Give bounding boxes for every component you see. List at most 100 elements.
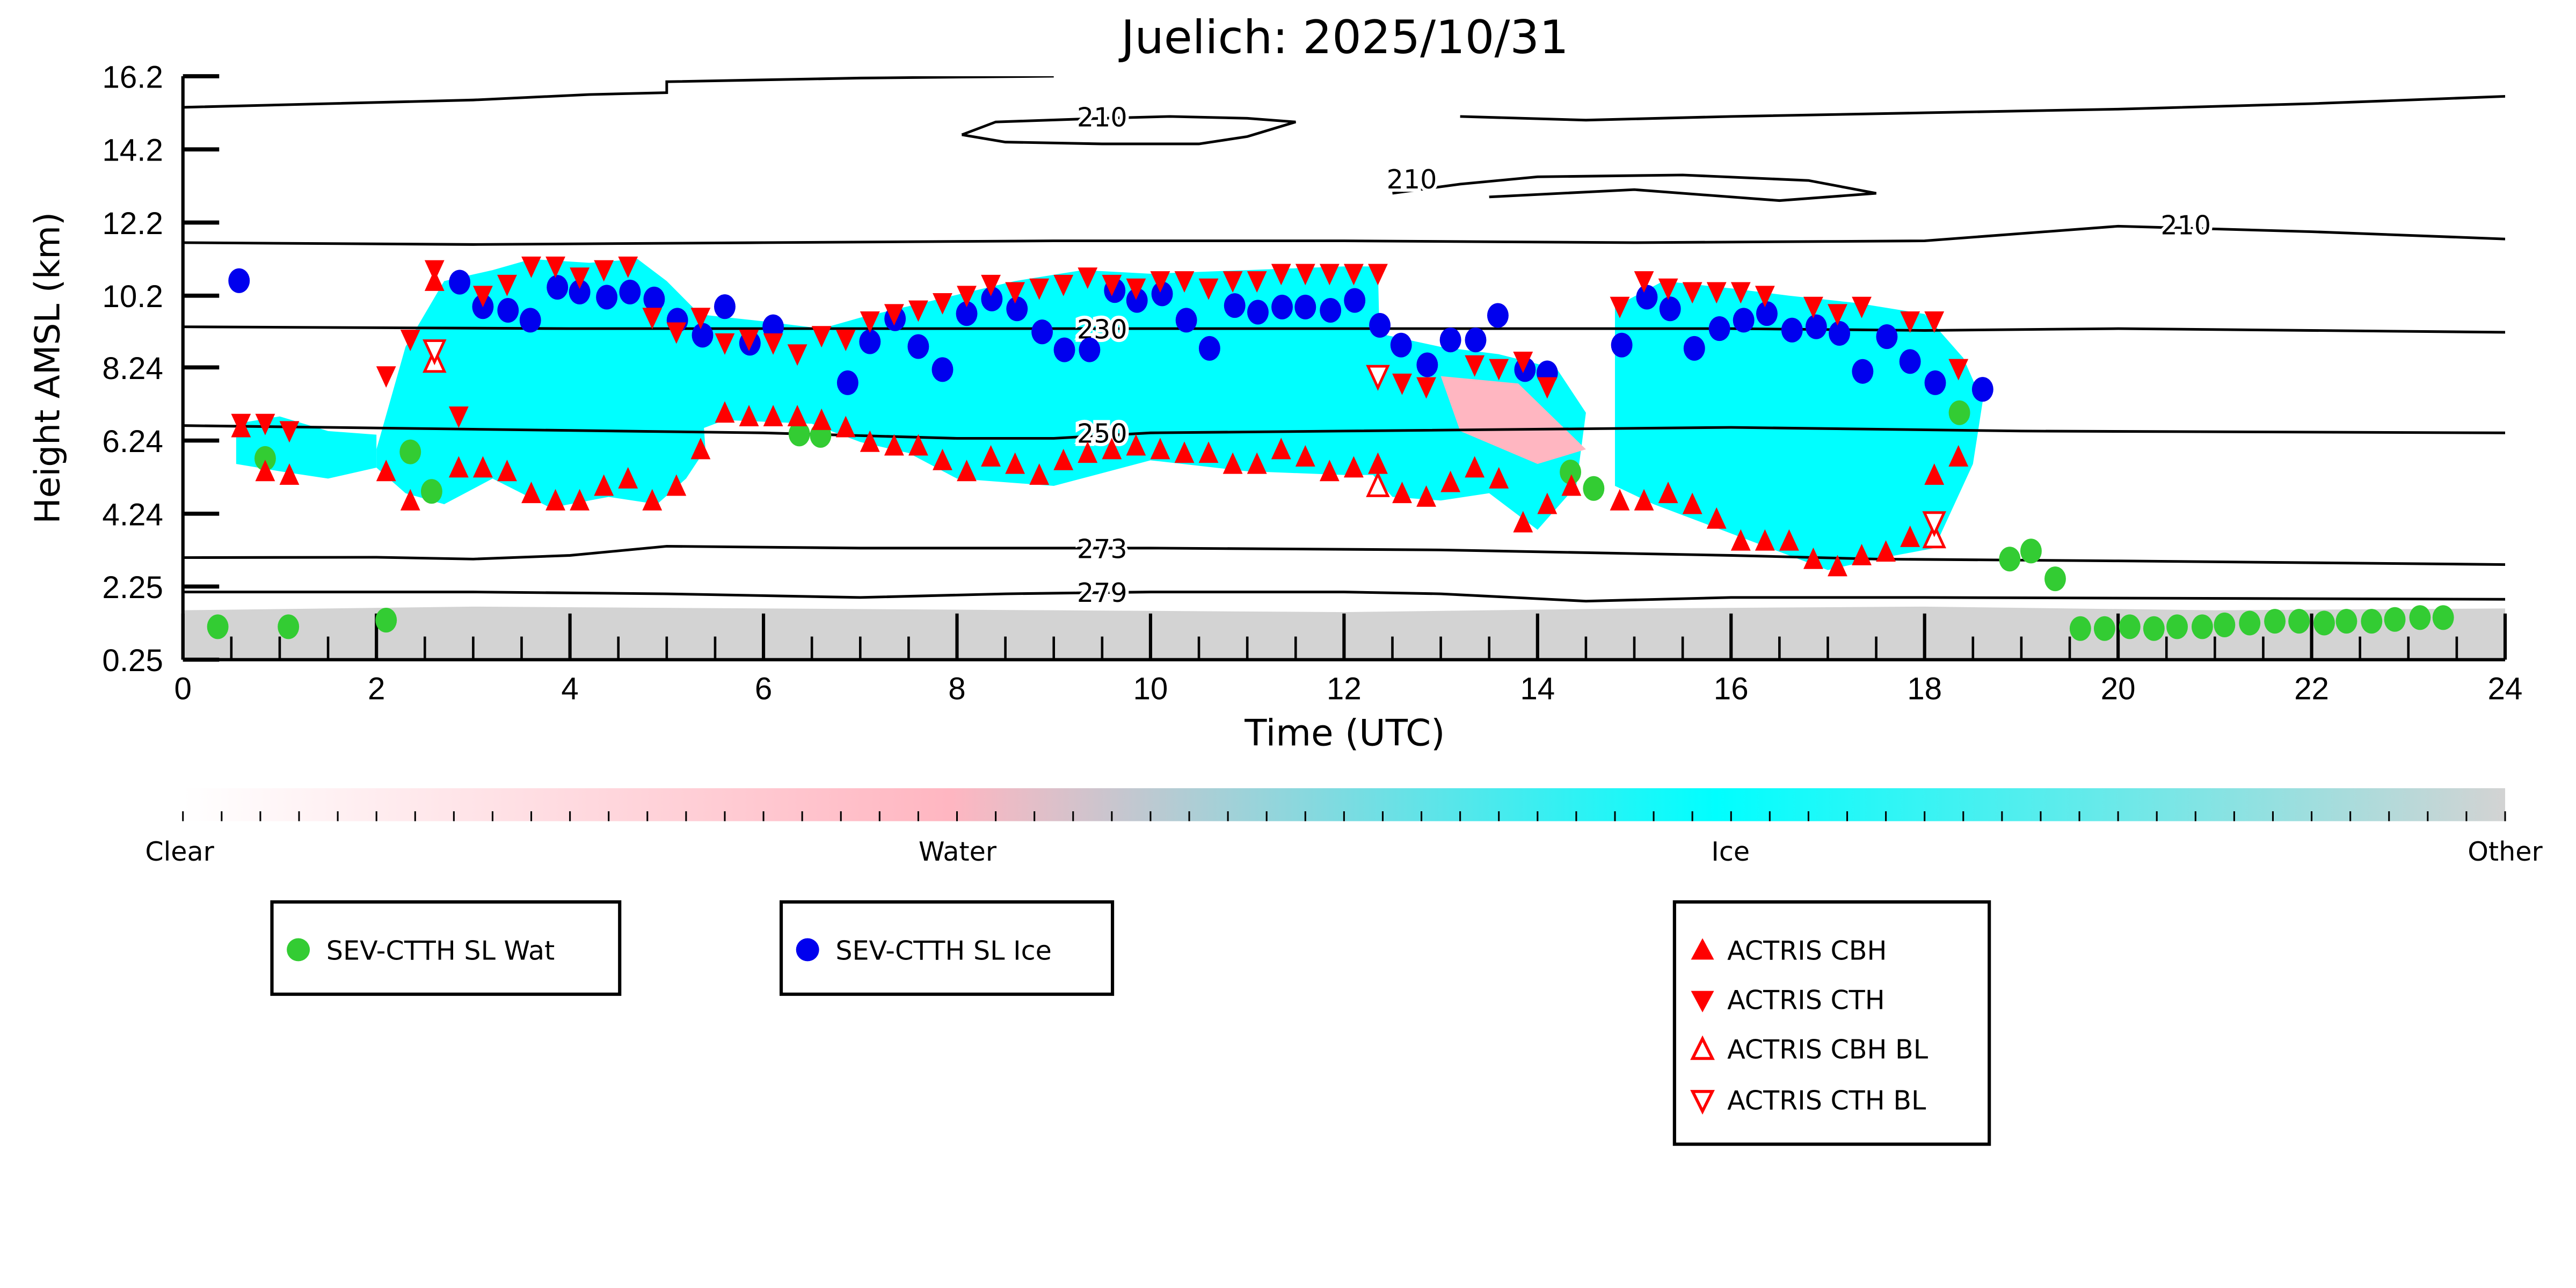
marker-actris-cbh xyxy=(1634,489,1654,511)
marker-actris-cbh xyxy=(1198,441,1219,463)
marker-actris-cth xyxy=(1078,267,1098,289)
marker-actris-cth-bl xyxy=(423,339,447,366)
marker-sev-ctth-sl-wat xyxy=(2166,614,2188,639)
marker-actris-cth xyxy=(1029,278,1050,300)
marker-sev-ctth-sl-ice xyxy=(1924,370,1946,395)
x-tick-label: 10 xyxy=(1133,671,1168,706)
marker-actris-cbh xyxy=(1368,452,1388,474)
marker-actris-cbh xyxy=(376,460,396,482)
y-tick-label: 6.24 xyxy=(102,424,163,459)
marker-actris-cth xyxy=(1682,282,1702,304)
x-tick-label: 2 xyxy=(368,671,385,706)
markers xyxy=(207,256,2454,641)
legend-marker-cbh xyxy=(1691,938,1714,960)
marker-actris-cbh xyxy=(908,434,928,456)
marker-actris-cth xyxy=(1319,264,1340,286)
marker-sev-ctth-sl-wat xyxy=(2119,614,2141,639)
marker-actris-cth xyxy=(400,330,420,352)
marker-actris-cth xyxy=(739,330,759,352)
y-tick-label: 0.25 xyxy=(102,643,163,678)
marker-actris-cth xyxy=(1706,282,1727,304)
marker-actris-cth xyxy=(497,274,517,296)
cloud-region-ice xyxy=(376,259,705,508)
isotherm-label: 250 xyxy=(1077,418,1127,449)
marker-actris-cth xyxy=(884,304,904,326)
y-tick-label: 2.25 xyxy=(102,570,163,605)
marker-actris-cth-bl xyxy=(1366,365,1390,391)
marker-actris-cth xyxy=(908,300,928,322)
marker-actris-cbh xyxy=(715,401,735,423)
isotherm-label: 210 xyxy=(1387,164,1437,195)
isotherm-line-210 xyxy=(1460,94,2506,122)
marker-actris-cbh xyxy=(1706,507,1727,529)
marker-actris-cbh xyxy=(860,430,880,452)
marker-actris-cbh xyxy=(666,474,687,496)
isotherm-label: 210 xyxy=(2160,209,2211,241)
marker-actris-cbh xyxy=(1053,448,1074,470)
marker-actris-cth xyxy=(279,421,300,443)
marker-sev-ctth-sl-wat xyxy=(2093,616,2115,641)
x-tick-label: 20 xyxy=(2101,671,2136,706)
marker-actris-cbh xyxy=(1561,474,1582,496)
marker-actris-cbh xyxy=(1876,540,1896,562)
marker-actris-cth xyxy=(715,333,735,355)
colorbar-label-water: Water xyxy=(919,836,997,867)
marker-actris-cbh xyxy=(1319,460,1340,482)
y-tick-label: 4.24 xyxy=(102,497,163,532)
marker-actris-cbh xyxy=(1730,529,1751,551)
marker-sev-ctth-sl-ice xyxy=(1369,312,1391,338)
marker-actris-cth xyxy=(1102,274,1122,296)
marker-sev-ctth-sl-ice xyxy=(1611,332,1633,358)
chart-title: Juelich: 2025/10/31 xyxy=(1118,11,1569,64)
marker-actris-cth xyxy=(933,293,952,315)
marker-actris-cth xyxy=(1513,351,1533,373)
marker-actris-cbh xyxy=(1828,555,1847,577)
marker-sev-ctth-sl-ice xyxy=(1733,308,1755,333)
marker-sev-ctth-sl-ice xyxy=(1781,317,1803,343)
marker-sev-ctth-sl-ice xyxy=(932,357,954,382)
cloud-region-ice xyxy=(1614,281,1983,570)
marker-actris-cth xyxy=(835,330,856,352)
marker-sev-ctth-sl-wat xyxy=(2335,609,2357,634)
marker-sev-ctth-sl-wat xyxy=(1999,547,2021,572)
marker-sev-ctth-sl-wat xyxy=(2143,616,2165,641)
marker-actris-cth xyxy=(1198,278,1219,300)
marker-sev-ctth-sl-ice xyxy=(619,279,641,304)
marker-actris-cbh xyxy=(739,405,759,427)
marker-actris-cth xyxy=(1053,274,1074,296)
x-tick-label: 24 xyxy=(2488,671,2523,706)
marker-sev-ctth-sl-wat xyxy=(2239,610,2261,636)
marker-actris-cth xyxy=(1900,311,1920,333)
y-tick-label: 14.2 xyxy=(102,133,163,168)
isotherm-line-210 xyxy=(961,115,1296,145)
isotherm-label: 210 xyxy=(1077,101,1127,133)
isotherm-line-279 xyxy=(183,591,2506,603)
marker-sev-ctth-sl-wat xyxy=(207,614,229,639)
marker-actris-cbh xyxy=(1150,438,1170,460)
marker-actris-cbh-bl xyxy=(1366,471,1390,497)
marker-actris-cbh xyxy=(473,456,493,478)
marker-actris-cbh xyxy=(1005,452,1025,474)
marker-actris-cbh xyxy=(787,405,807,427)
marker-sev-ctth-sl-ice xyxy=(1756,301,1778,326)
legend-label-cth-bl: ACTRIS CTH BL xyxy=(1727,1085,1926,1116)
marker-sev-ctth-sl-wat xyxy=(399,439,421,464)
marker-actris-cbh xyxy=(1271,438,1291,460)
marker-actris-cbh xyxy=(1682,492,1702,514)
marker-actris-cbh xyxy=(811,408,832,430)
marker-actris-cbh xyxy=(448,456,469,478)
marker-actris-cbh xyxy=(1029,463,1050,485)
marker-sev-ctth-sl-wat xyxy=(2361,609,2383,634)
marker-actris-cth xyxy=(1392,373,1412,395)
marker-sev-ctth-sl-ice xyxy=(1006,296,1028,322)
marker-actris-cbh xyxy=(1900,525,1920,547)
marker-actris-cbh xyxy=(545,489,566,511)
x-axis-label: Time (UTC) xyxy=(1244,711,1445,754)
legend-marker-ice xyxy=(796,938,819,962)
legend-marker-cth xyxy=(1691,991,1714,1013)
isotherm-line-210 xyxy=(183,76,1054,109)
marker-actris-cth xyxy=(811,326,832,348)
marker-actris-cbh xyxy=(1852,544,1872,565)
marker-sev-ctth-sl-wat xyxy=(2020,539,2042,564)
y-tick-label: 10.2 xyxy=(102,279,163,314)
